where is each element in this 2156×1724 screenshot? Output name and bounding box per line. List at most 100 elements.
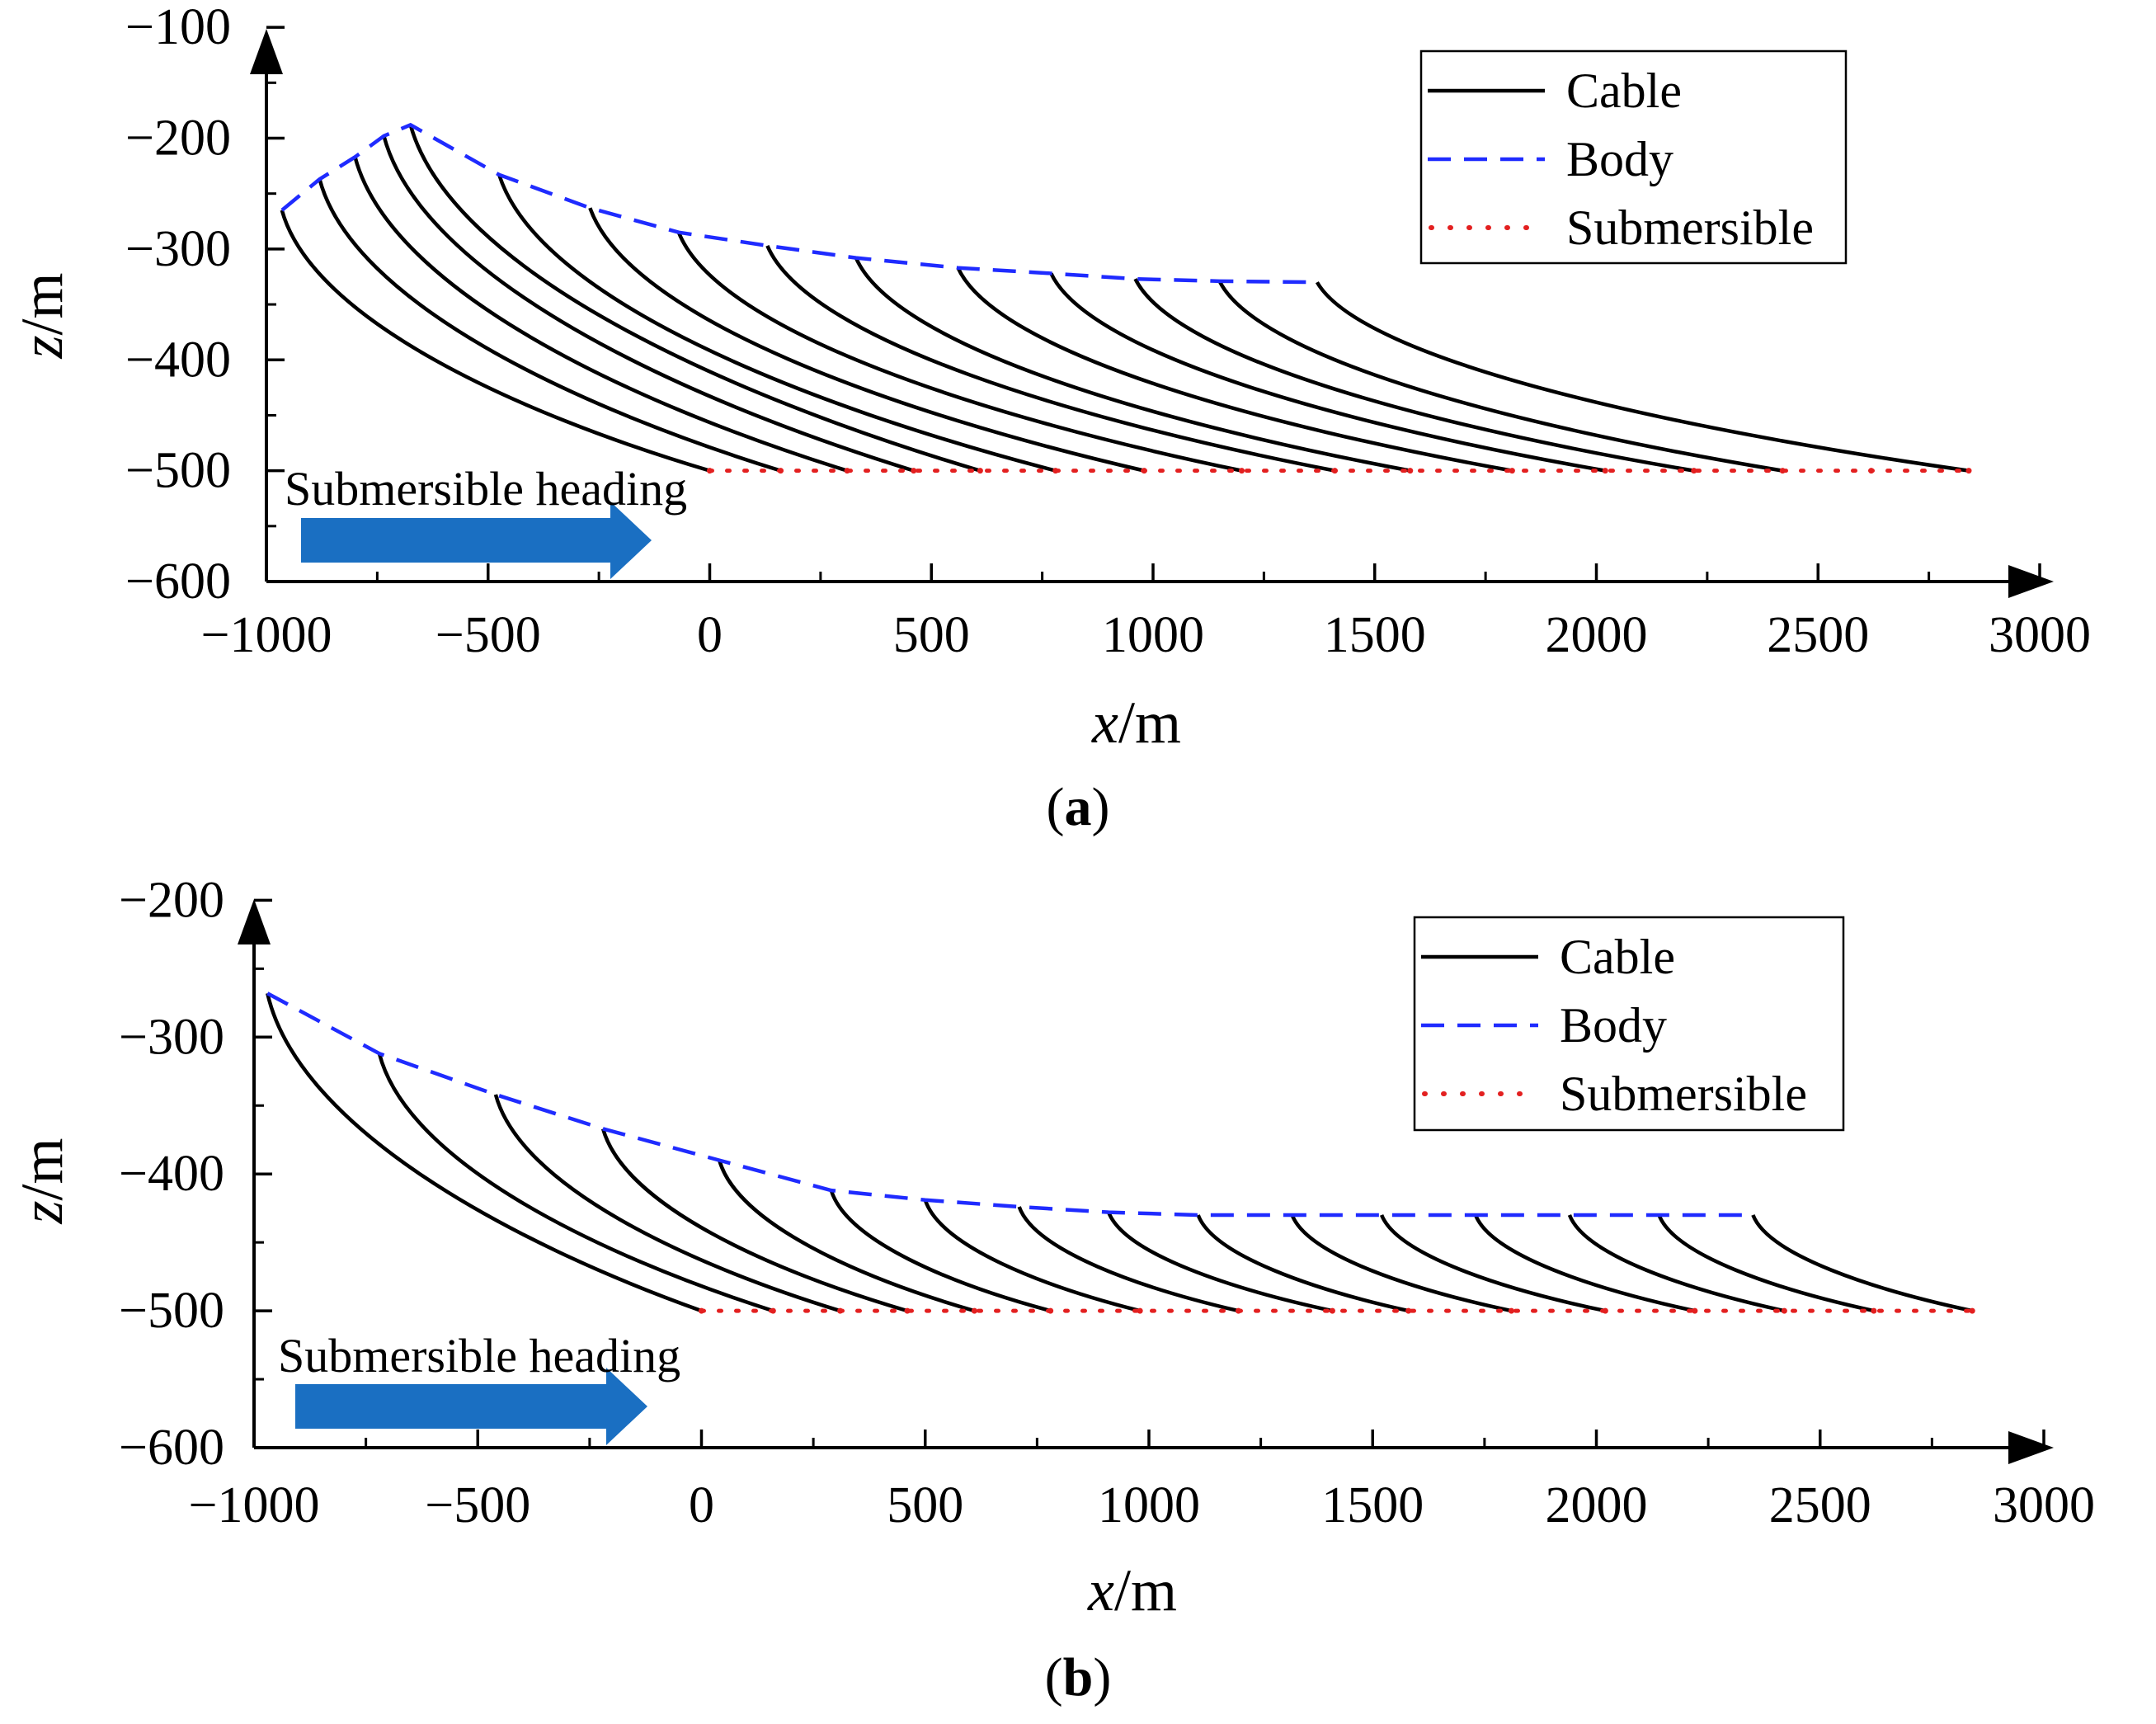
cable-line xyxy=(588,207,1145,473)
y-tick-label: −100 xyxy=(125,0,231,55)
submersible-point xyxy=(1236,1307,1241,1314)
cable-line xyxy=(676,231,1242,473)
legend-label: Body xyxy=(1566,132,1673,186)
cable-line xyxy=(1049,272,1606,473)
y-tick-label: −500 xyxy=(119,1283,224,1339)
x-tick-label: 1000 xyxy=(1098,1477,1200,1533)
submersible-point xyxy=(911,468,917,474)
submersible-point xyxy=(1052,468,1059,474)
panel-label-letter: b xyxy=(1063,1647,1094,1708)
legend-label: Body xyxy=(1560,998,1667,1053)
submersible-point xyxy=(699,1307,704,1314)
panel-label-open: ( xyxy=(1047,777,1065,837)
x-tick-label: −500 xyxy=(435,607,541,663)
x-axis-var: x xyxy=(1087,1557,1114,1623)
submersible-point xyxy=(1602,1307,1608,1314)
cable-line xyxy=(1567,1214,1785,1313)
submersible-point xyxy=(1509,468,1515,474)
x-axis-title: x/m xyxy=(1087,1557,1177,1623)
submersible-point xyxy=(977,468,983,474)
x-tick-label: 0 xyxy=(697,607,723,663)
x-tick-label: 2000 xyxy=(1546,1477,1648,1533)
submersible-point xyxy=(1331,468,1338,474)
cable-line xyxy=(1657,1214,1875,1313)
panel-label-open: ( xyxy=(1045,1647,1063,1708)
x-tick-label: 2000 xyxy=(1546,607,1648,663)
heading-arrow xyxy=(295,1368,647,1445)
y-tick-label: −400 xyxy=(125,332,231,388)
cable-line xyxy=(765,244,1335,473)
y-axis-title: z/m xyxy=(9,272,75,359)
cable-line xyxy=(1107,1211,1333,1313)
legend-label: Submersible xyxy=(1560,1067,1807,1121)
submersible-point xyxy=(1965,468,1972,474)
x-tick-label: 0 xyxy=(689,1477,714,1533)
y-tick-label: −600 xyxy=(119,1420,224,1476)
cable-line xyxy=(1473,1214,1696,1313)
x-axis-unit: /m xyxy=(1114,1557,1177,1623)
cable-line xyxy=(408,124,981,473)
submersible-point xyxy=(1868,468,1875,474)
cable-line xyxy=(718,1160,976,1313)
cable-line xyxy=(1751,1214,1973,1313)
legend-label: Submersible xyxy=(1566,200,1814,255)
x-tick-label: 1000 xyxy=(1102,607,1204,663)
submersible-point xyxy=(1047,1307,1054,1314)
cable-line xyxy=(1380,1214,1606,1313)
panel-label: (b) xyxy=(1045,1647,1112,1708)
x-tick-label: −1000 xyxy=(201,607,332,663)
y-axis-var: z xyxy=(9,1200,75,1224)
y-axis-unit: /m xyxy=(9,272,75,335)
x-tick-label: 500 xyxy=(887,1477,963,1533)
submersible-point xyxy=(1405,1307,1412,1314)
cable-line xyxy=(1017,1206,1240,1313)
panel-label-close: ) xyxy=(1093,1647,1111,1708)
submersible-point xyxy=(904,1307,911,1314)
heading-arrow xyxy=(301,502,652,579)
x-tick-label: 2500 xyxy=(1769,1477,1871,1533)
submersible-point xyxy=(1508,1307,1514,1314)
x-axis-var: x xyxy=(1091,690,1118,756)
y-axis-unit: /m xyxy=(9,1138,75,1200)
panel-label: (a) xyxy=(1047,777,1110,837)
y-axis-var: z xyxy=(9,335,75,359)
y-axis-arrowhead xyxy=(238,899,271,944)
submersible-point xyxy=(1141,468,1147,474)
y-axis-title: z/m xyxy=(9,1138,75,1224)
submersible-point xyxy=(844,468,850,474)
legend-box xyxy=(1419,49,1848,265)
x-tick-label: 3000 xyxy=(1993,1477,2095,1533)
submersible-point xyxy=(770,1307,776,1314)
cable-line xyxy=(266,992,703,1313)
x-axis-unit: /m xyxy=(1118,690,1181,756)
cable-line xyxy=(1196,1214,1410,1313)
x-tick-label: 1500 xyxy=(1324,607,1426,663)
panel-label-close: ) xyxy=(1092,777,1110,837)
cable-line xyxy=(829,1189,1052,1313)
cable-line xyxy=(1290,1214,1512,1313)
submersible-point xyxy=(1602,468,1608,474)
legend-label: Cable xyxy=(1566,64,1682,118)
heading-annotation: Submersible heading xyxy=(278,1329,680,1382)
x-axis-arrowhead xyxy=(2008,1431,2054,1464)
y-tick-label: −500 xyxy=(125,443,231,499)
legend: Cable Body Submersible xyxy=(1413,916,1845,1132)
x-tick-label: −500 xyxy=(425,1477,530,1533)
submersible-point xyxy=(1137,1307,1143,1314)
cable-line xyxy=(1133,278,1695,473)
heading-annotation: Submersible heading xyxy=(285,462,687,516)
panel-b: −1000 −500 0 500 1000 1500 2000 2500 3000 −200 −30… xyxy=(9,872,2095,1708)
submersible-point xyxy=(971,1307,977,1314)
cable-line xyxy=(1217,280,1783,473)
cable-line xyxy=(1315,281,1970,473)
cable-line xyxy=(318,178,782,473)
submersible-point xyxy=(707,468,713,474)
submersible-point xyxy=(1407,468,1414,474)
y-tick-label: −400 xyxy=(119,1146,224,1202)
submersible-point xyxy=(1239,468,1245,474)
submersible-point xyxy=(1692,1307,1698,1314)
submersible-point xyxy=(778,468,784,474)
cable-line xyxy=(493,1094,841,1313)
